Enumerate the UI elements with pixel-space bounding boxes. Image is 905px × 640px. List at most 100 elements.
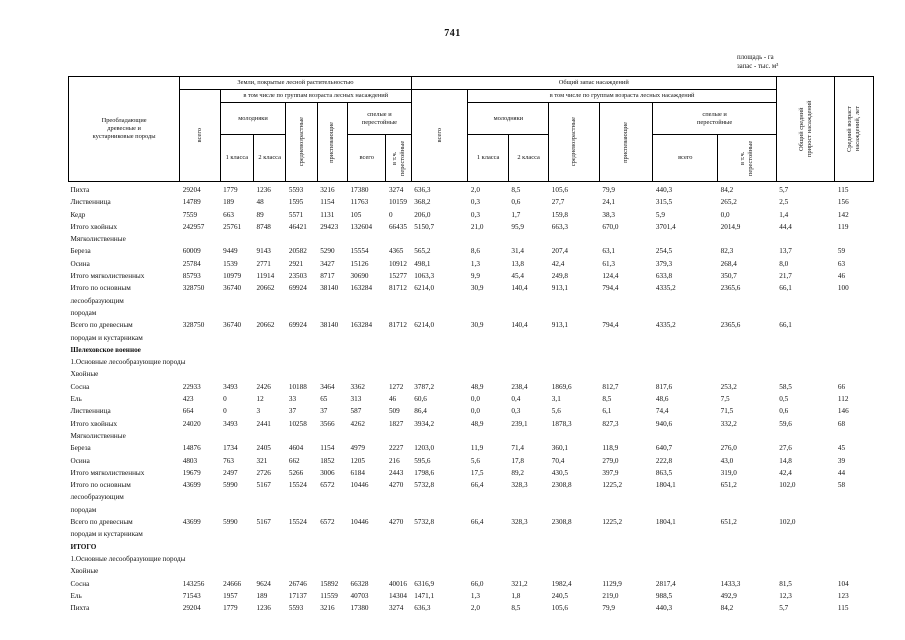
cell-value: 6572 bbox=[320, 518, 335, 527]
cell-value: 6214,0 bbox=[414, 284, 435, 293]
cell-value: 6316,9 bbox=[414, 579, 435, 588]
cell-value: 1734 bbox=[223, 444, 238, 453]
table-row: Пихта 29204 1779 1236 5593 3216 17380 3274 636,3… bbox=[69, 182, 874, 197]
cell-value: 8,6 bbox=[470, 247, 480, 256]
cell-value: 45 bbox=[837, 444, 846, 453]
cell-value: 20582 bbox=[288, 247, 307, 256]
cell-value: 104 bbox=[837, 579, 849, 588]
cell-value: 3006 bbox=[320, 468, 335, 477]
cell-value: 2,0 bbox=[470, 604, 480, 613]
cell-value: 1,4 bbox=[779, 210, 789, 219]
table-row: 1.Основные лесообразующие породы bbox=[69, 553, 874, 565]
cell-value: 651,2 bbox=[720, 518, 737, 527]
land-mature-total-header: всего bbox=[347, 134, 387, 182]
cell-value: 29423 bbox=[320, 222, 339, 231]
land-young-header: молодняки bbox=[219, 102, 287, 135]
cell-value: 84,2 bbox=[720, 604, 734, 613]
cell-value: 430,5 bbox=[551, 468, 568, 477]
cell-value: 509 bbox=[388, 407, 400, 416]
cell-value: 662 bbox=[288, 456, 300, 465]
cell-value: 1154 bbox=[320, 198, 335, 207]
cell-value: 43699 bbox=[182, 518, 201, 527]
cell-value: 321,2 bbox=[511, 579, 528, 588]
cell-value: 6184 bbox=[350, 468, 365, 477]
cell-value: 1225,2 bbox=[602, 481, 623, 490]
cell-value: 663,3 bbox=[551, 222, 568, 231]
cell-value: 7559 bbox=[182, 210, 198, 219]
cell-value: 2921 bbox=[288, 259, 304, 268]
table-row: Береза 14876 1734 2405 4604 1154 4979 2227 1203,… bbox=[69, 442, 874, 454]
table-row: Ель 71543 1957 189 17137 11559 40703 14304 1471,… bbox=[69, 590, 874, 602]
cell-value: 81712 bbox=[388, 321, 407, 330]
cell-value: 27,6 bbox=[779, 444, 792, 453]
row-section-label: 1.Основные лесообразующие породы bbox=[70, 358, 186, 367]
cell-value: 9449 bbox=[223, 247, 238, 256]
cell-value: 763 bbox=[223, 456, 234, 465]
row-label: Осина bbox=[70, 456, 90, 465]
cell-value: 29204 bbox=[182, 604, 201, 613]
cell-value: 2365,6 bbox=[720, 284, 741, 293]
row-section-label: ИТОГО bbox=[70, 542, 97, 551]
table-row: Мягколиственные bbox=[69, 233, 874, 245]
land-class1-header: 1 класса bbox=[219, 134, 255, 182]
cell-value: 1433,3 bbox=[720, 579, 741, 588]
stock-mature-total-header: всего bbox=[652, 134, 719, 182]
cell-value: 66,4 bbox=[470, 481, 484, 490]
cell-value: 268,4 bbox=[720, 259, 737, 268]
cell-value: 74,4 bbox=[655, 407, 669, 416]
cell-value: 940,6 bbox=[655, 419, 673, 428]
cell-value: 5571 bbox=[288, 210, 304, 219]
cell-value: 3701,4 bbox=[655, 222, 676, 231]
cell-value: 48 bbox=[256, 198, 264, 207]
cell-value: 163284 bbox=[350, 321, 373, 330]
cell-value bbox=[835, 516, 874, 541]
cell-value: 5167 bbox=[256, 481, 271, 490]
cell-value: 3274 bbox=[388, 186, 404, 194]
cell-value: 315,5 bbox=[655, 198, 673, 207]
cell-value: 5,7 bbox=[779, 604, 789, 613]
cell-value: 2443 bbox=[388, 468, 404, 477]
cell-value: 328,3 bbox=[511, 481, 528, 490]
cell-value: 1236 bbox=[256, 604, 271, 613]
cell-value: 20662 bbox=[256, 321, 275, 330]
cell-value: 1852 bbox=[320, 456, 335, 465]
cell-value: 1,7 bbox=[511, 210, 521, 219]
cell-value: 2405 bbox=[256, 444, 271, 453]
cell-value: 4270 bbox=[388, 481, 404, 490]
row-label: Всего по древесным породам и кустарникам bbox=[70, 518, 143, 539]
cell-value: 360,1 bbox=[551, 444, 568, 453]
cell-value: 45,4 bbox=[511, 272, 524, 281]
land-incl-overmature-header: в т.ч. перестойные bbox=[385, 134, 412, 182]
cell-value: 59 bbox=[837, 247, 846, 256]
land-maturing-header: приспевающие bbox=[316, 102, 349, 182]
cell-value: 1798,6 bbox=[414, 468, 435, 477]
cell-value: 15126 bbox=[350, 259, 369, 268]
cell-value: 79,9 bbox=[602, 186, 615, 194]
cell-value: 664 bbox=[182, 407, 194, 416]
cell-value: 636,3 bbox=[414, 604, 431, 613]
table-row: Лиственница 664 0 3 37 37 587 509 86,4 0,0 0,3 5,6 6… bbox=[69, 405, 874, 417]
cell-value: 36740 bbox=[223, 284, 242, 293]
table-row: Итого по основным лесообразующим породам… bbox=[69, 479, 874, 516]
cell-value: 1129,9 bbox=[602, 579, 622, 588]
cell-value: 6214,0 bbox=[414, 321, 435, 330]
row-label: Итого хвойных bbox=[70, 222, 118, 231]
row-label: Лиственница bbox=[70, 198, 111, 207]
cell-value: 66 bbox=[837, 382, 846, 391]
cell-value: 5732,8 bbox=[414, 518, 435, 527]
cell-value: 156 bbox=[837, 198, 849, 207]
cell-value: 2,0 bbox=[470, 186, 480, 194]
cell-value: 17137 bbox=[288, 591, 307, 600]
cell-value: 7,5 bbox=[720, 395, 730, 404]
cell-value: 0,6 bbox=[511, 198, 521, 207]
cell-value: 328750 bbox=[182, 284, 205, 293]
table-row: Ель 423 0 12 33 65 313 46 60,6 0,0 0,4 3,1 8,5 48,6 7,… bbox=[69, 393, 874, 405]
cell-value: 31,4 bbox=[511, 247, 524, 256]
cell-value: 21,7 bbox=[779, 272, 792, 281]
cell-value: 587 bbox=[350, 407, 362, 416]
cell-value: 1878,3 bbox=[551, 419, 572, 428]
stock-total-header: всего bbox=[410, 89, 469, 182]
cell-value: 216 bbox=[388, 456, 400, 465]
cell-value: 119 bbox=[837, 222, 849, 231]
cell-value: 66435 bbox=[388, 222, 407, 231]
